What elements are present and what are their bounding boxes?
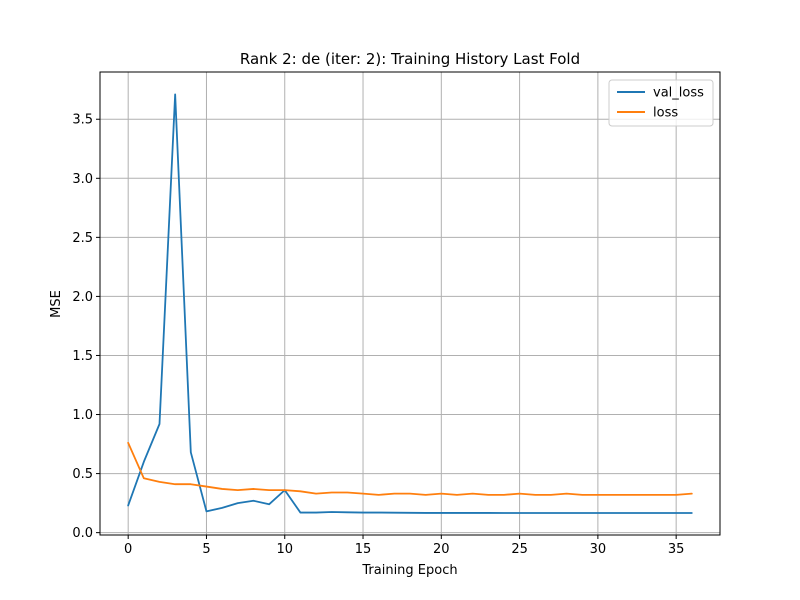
x-tick-label: 20 xyxy=(433,542,450,557)
x-tick-label: 0 xyxy=(124,542,132,557)
y-tick-label: 1.5 xyxy=(72,349,93,364)
x-tick-label: 10 xyxy=(276,542,293,557)
y-tick-label: 3.0 xyxy=(72,172,93,187)
legend-label-loss: loss xyxy=(653,106,678,121)
x-tick-label: 25 xyxy=(511,542,528,557)
series-line-val-loss xyxy=(127,93,693,514)
x-tick-label: 5 xyxy=(202,542,210,557)
y-tick-label: 2.0 xyxy=(72,290,93,305)
legend-label-val-loss: val_loss xyxy=(653,86,704,101)
x-tick-label: 15 xyxy=(355,542,372,557)
x-axis-label: Training Epoch xyxy=(361,563,457,578)
y-tick-label: 1.0 xyxy=(72,408,93,423)
series-line-loss xyxy=(127,441,693,496)
y-tick-label: 3.5 xyxy=(72,113,93,128)
axis-ticks: 0 5 10 15 20 25 30 35 0.0 0.5 1.0 1.5 2.0 2.5 3.0 3.5 xyxy=(72,113,684,557)
chart-title: Rank 2: de (iter: 2): Training History L… xyxy=(240,50,580,68)
y-tick-label: 2.5 xyxy=(72,231,93,246)
y-tick-label: 0.5 xyxy=(72,467,93,482)
x-tick-label: 35 xyxy=(668,542,685,557)
y-tick-label: 0.0 xyxy=(72,526,93,541)
y-axis-label: MSE xyxy=(49,290,64,318)
series-layer xyxy=(127,93,693,514)
grid-lines xyxy=(100,72,720,535)
legend: val_loss loss xyxy=(608,79,714,127)
plot-frame xyxy=(99,71,721,536)
x-tick-label: 30 xyxy=(590,542,607,557)
